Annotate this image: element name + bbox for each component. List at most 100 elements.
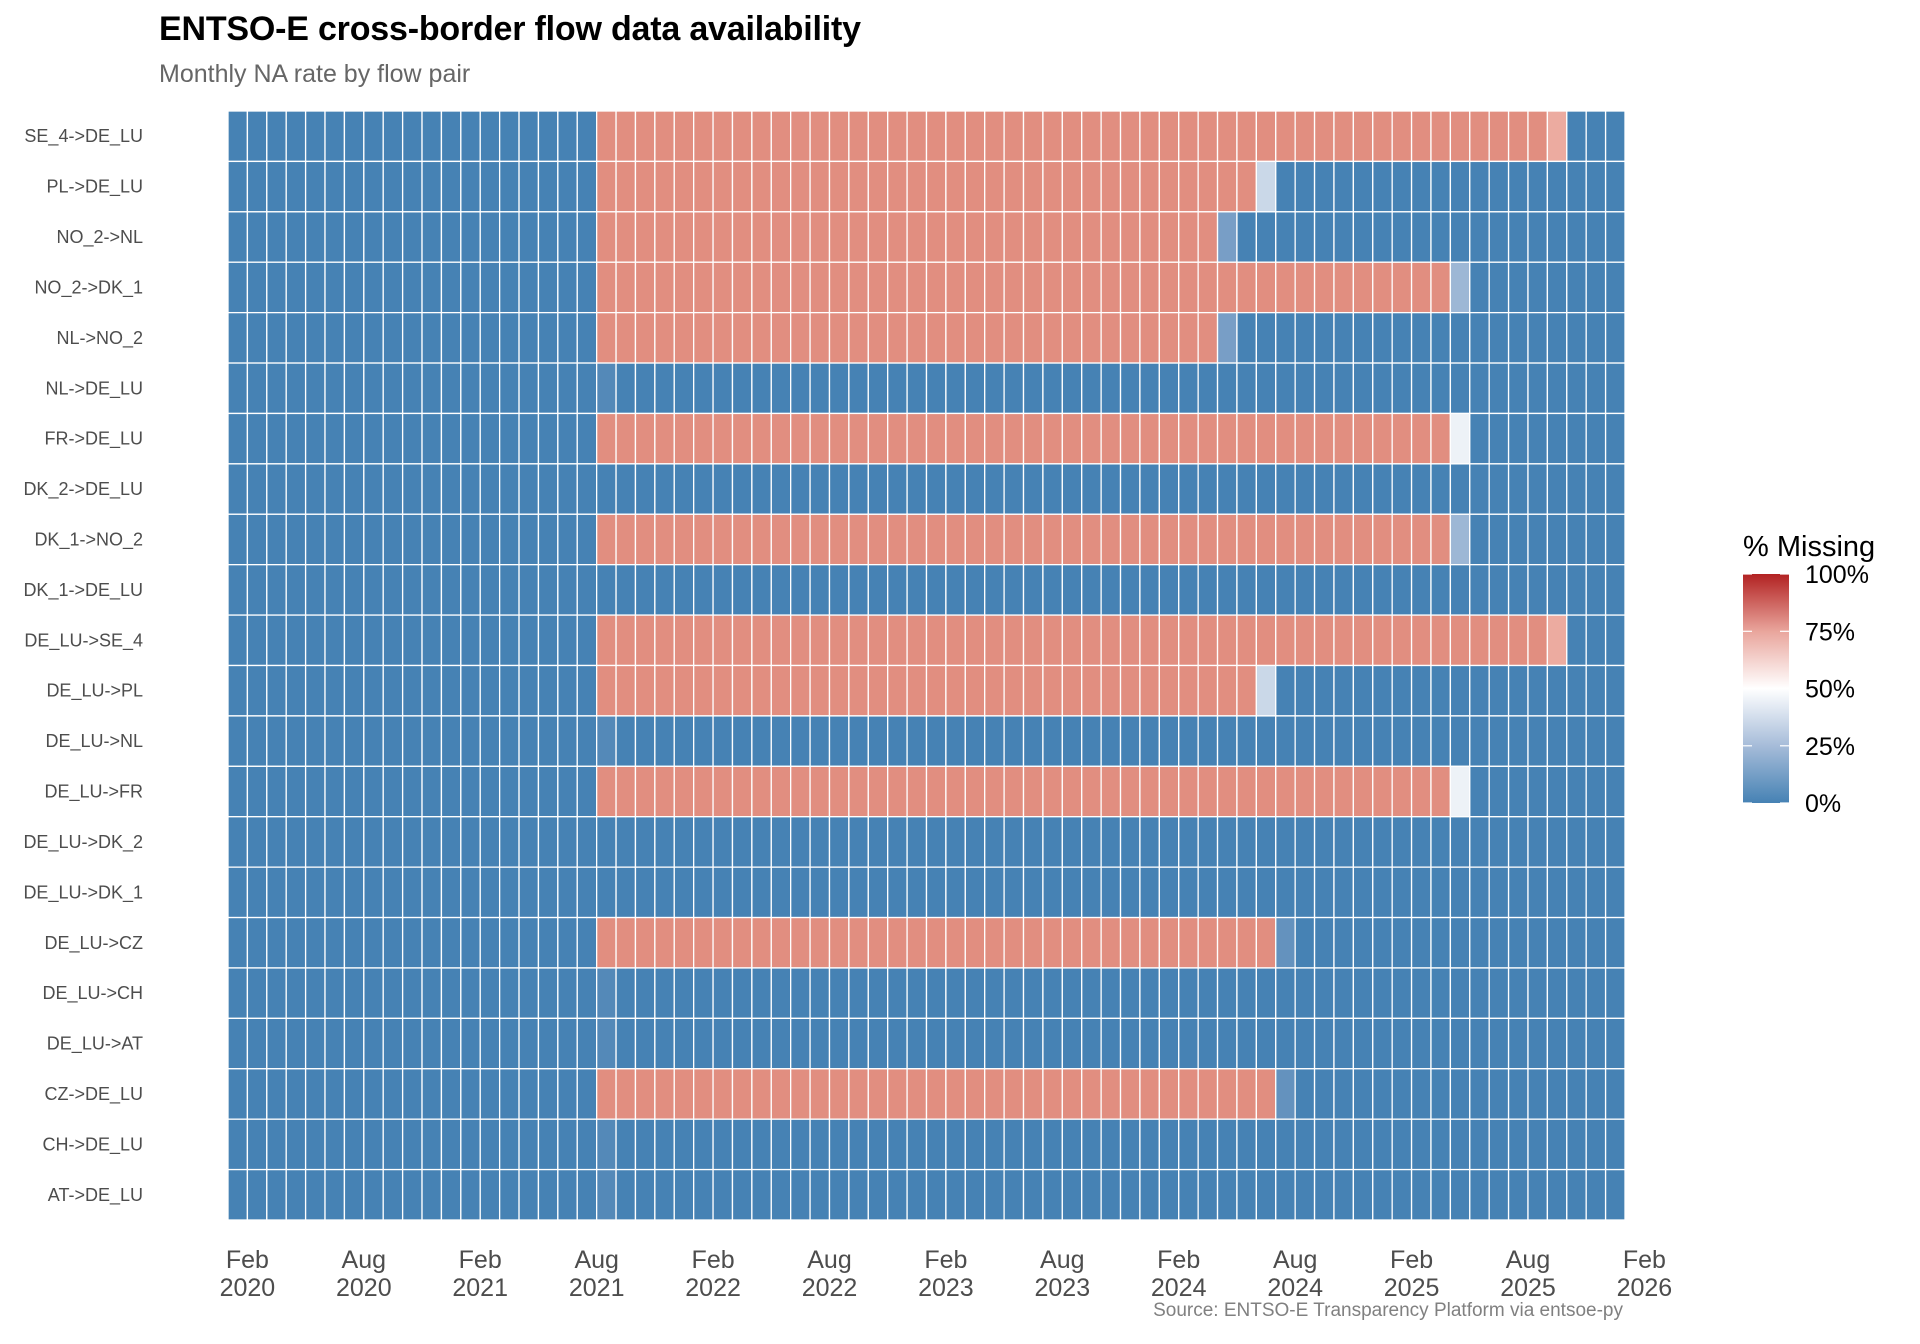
heatmap-tile <box>809 664 831 717</box>
heatmap-tile <box>1333 866 1355 919</box>
heatmap-tile <box>634 110 656 163</box>
heatmap-tile <box>964 664 986 717</box>
heatmap-tile <box>518 362 540 415</box>
heatmap-tile <box>809 1068 831 1120</box>
heatmap-tile <box>246 664 268 717</box>
heatmap-tile <box>1391 967 1413 1020</box>
heatmap-tile <box>1604 866 1626 919</box>
heatmap-tile <box>848 110 869 163</box>
heatmap-tile <box>1294 866 1316 919</box>
heatmap-tile <box>848 564 869 616</box>
heatmap-tile <box>1585 1068 1607 1120</box>
heatmap-tile <box>1119 765 1141 818</box>
heatmap-tile <box>964 1068 986 1120</box>
heatmap-tile <box>557 463 578 515</box>
heatmap-tile <box>1469 1118 1490 1171</box>
heatmap-tile <box>1527 1118 1549 1171</box>
heatmap-tile <box>1294 664 1316 717</box>
heatmap-tile <box>828 412 850 465</box>
heatmap-tile <box>1430 463 1452 515</box>
heatmap-tile <box>1119 614 1141 667</box>
heatmap-tile <box>1410 916 1432 969</box>
heatmap-tile <box>1216 1017 1238 1070</box>
heatmap-tile <box>712 362 734 415</box>
heatmap-tile <box>382 311 404 364</box>
heatmap-tile <box>1469 1017 1490 1070</box>
y-tick-label: NL->DE_LU <box>45 378 143 399</box>
heatmap-tile <box>266 311 287 364</box>
heatmap-tile <box>770 1017 792 1070</box>
heatmap-tile <box>1313 715 1335 767</box>
heatmap-tile <box>1488 564 1510 616</box>
legend-label: 75% <box>1805 618 1855 646</box>
heatmap-tile <box>246 211 268 263</box>
heatmap-tile <box>1197 261 1219 314</box>
heatmap-tile <box>421 513 443 566</box>
heatmap-tile <box>1042 311 1063 364</box>
heatmap-tile <box>1507 564 1529 616</box>
heatmap-tile <box>1430 311 1452 364</box>
y-tick-label: DE_LU->SE_4 <box>24 630 143 651</box>
heatmap-tile <box>615 816 637 868</box>
heatmap-tile <box>1527 412 1549 465</box>
heatmap-tile <box>440 664 462 717</box>
heatmap-tile <box>557 1118 578 1171</box>
heatmap-tile <box>1100 160 1122 213</box>
heatmap-tile <box>906 967 928 1020</box>
heatmap-tile <box>1313 513 1335 566</box>
heatmap-tile <box>1061 513 1083 566</box>
heatmap-tile <box>984 916 1005 969</box>
heatmap-tile <box>363 1168 384 1221</box>
heatmap-tile <box>1410 614 1432 667</box>
heatmap-tile <box>848 715 869 767</box>
heatmap-tile <box>1313 1068 1335 1120</box>
heatmap-tile <box>382 1118 404 1171</box>
heatmap-tile <box>1003 916 1025 969</box>
heatmap-tile <box>1294 110 1316 163</box>
heatmap-tile <box>770 160 792 213</box>
heatmap-tile <box>925 211 947 263</box>
heatmap-tile <box>693 463 714 515</box>
heatmap-tile <box>324 866 346 919</box>
heatmap-tile <box>1042 967 1063 1020</box>
heatmap-tile <box>712 311 734 364</box>
heatmap-tile <box>984 1017 1005 1070</box>
heatmap-tile <box>1333 1118 1355 1171</box>
heatmap-tile <box>1566 664 1587 717</box>
heatmap-tile <box>945 1017 966 1070</box>
heatmap-tile <box>1255 211 1277 263</box>
heatmap-tile <box>518 311 540 364</box>
heatmap-tile <box>1546 1068 1568 1120</box>
heatmap-tile <box>1061 816 1083 868</box>
heatmap-tile <box>421 1017 443 1070</box>
heatmap-tile <box>751 765 772 818</box>
heatmap-tile <box>770 412 792 465</box>
heatmap-tile <box>227 564 249 616</box>
heatmap-tile <box>1352 967 1374 1020</box>
heatmap-tile <box>304 816 326 868</box>
heatmap-tile <box>654 564 675 616</box>
heatmap-tile <box>1139 1068 1160 1120</box>
heatmap-tile <box>1410 664 1432 717</box>
heatmap-tile <box>1469 765 1490 818</box>
heatmap-tile <box>596 715 617 767</box>
heatmap-tile <box>731 916 753 969</box>
heatmap-tile <box>654 1068 675 1120</box>
heatmap-tile <box>1294 1168 1316 1221</box>
heatmap-tile <box>945 160 966 213</box>
heatmap-tile <box>1022 1168 1044 1221</box>
heatmap-tile <box>1527 614 1549 667</box>
heatmap-tile <box>1488 513 1510 566</box>
legend-ticks: 0%25%50%75%100% <box>1743 561 1869 818</box>
heatmap-tile <box>304 160 326 213</box>
heatmap-tile <box>906 1068 928 1120</box>
heatmap-tile <box>557 765 578 818</box>
heatmap-tile <box>1566 614 1587 667</box>
heatmap-tile <box>1216 160 1238 213</box>
heatmap-tile <box>887 311 908 364</box>
heatmap-tile <box>1391 463 1413 515</box>
heatmap-tile <box>984 564 1005 616</box>
heatmap-tile <box>460 816 481 868</box>
heatmap-tile <box>596 1168 617 1221</box>
heatmap-tile <box>712 412 734 465</box>
